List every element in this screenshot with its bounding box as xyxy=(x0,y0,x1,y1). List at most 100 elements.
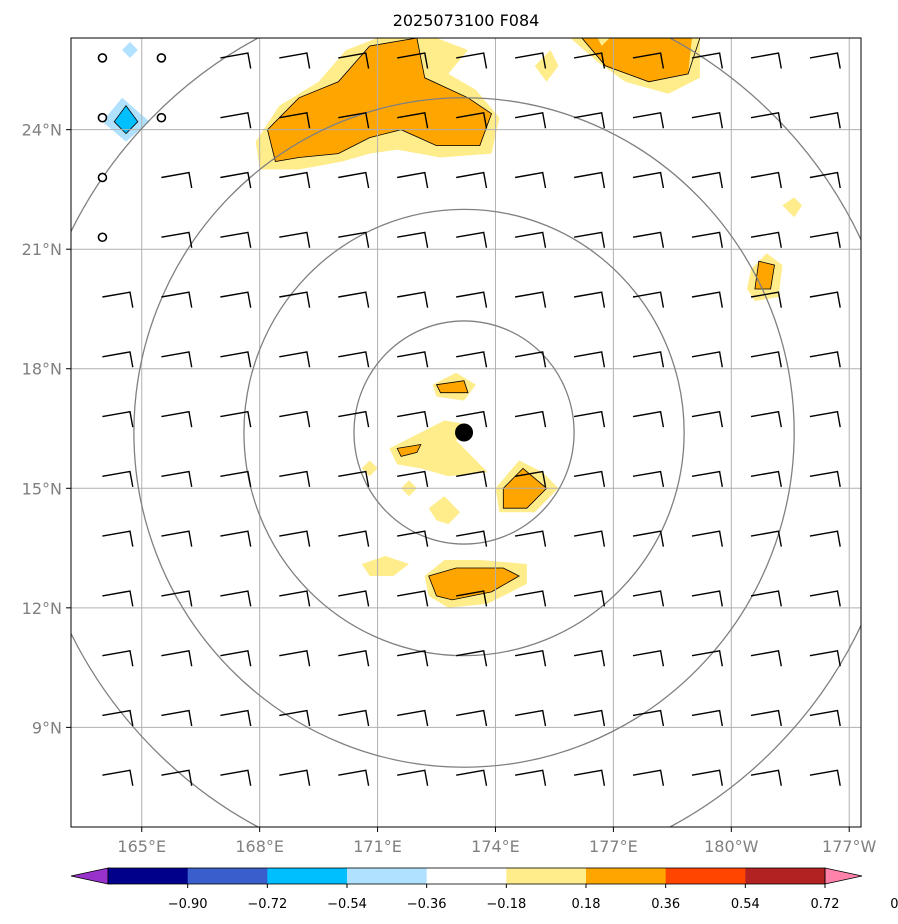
colorbar-bin-0 xyxy=(108,868,189,884)
wind-barb-113 xyxy=(632,649,665,667)
wind-barb-130 xyxy=(691,410,723,428)
wind-barb-126 xyxy=(691,649,723,667)
wind-barb-134 xyxy=(691,171,723,189)
calm-marker-0 xyxy=(97,53,108,63)
colorbar-tick-label-0: −0.90 xyxy=(168,897,208,912)
wind-barb-75 xyxy=(456,590,488,607)
wind-barb-97 xyxy=(514,52,547,69)
wind-barb-125 xyxy=(691,709,723,727)
contour-6 xyxy=(396,443,422,457)
wind-barb-10 xyxy=(161,709,193,727)
wind-barb-63 xyxy=(397,530,429,547)
colorbar-tick-label-5: 0.18 xyxy=(572,897,601,912)
y-axis-ticks: 9°N 12°N 15°N 18°N 21°N 24°N xyxy=(22,121,71,737)
wind-barb-65 xyxy=(397,410,429,428)
wind-barb-38 xyxy=(279,470,311,488)
wind-barb-20 xyxy=(220,769,252,786)
colorbar-bin-2 xyxy=(267,868,348,884)
x-axis-ticks: 165°E 168°E 171°E 174°E 177°E 180°W 177°W xyxy=(117,827,877,856)
wind-barb-46 xyxy=(338,769,370,786)
colorbar: −0.90 −0.72 −0.54 −0.36 −0.18 0.18 0.36 0.54 0.7… xyxy=(70,867,898,912)
wind-barb-29 xyxy=(220,231,252,248)
wind-barb-73 xyxy=(456,709,488,727)
wind-barb-3 xyxy=(102,590,134,607)
wind-barb-145 xyxy=(750,291,782,308)
shaded-region-1 xyxy=(267,38,492,162)
wind-barb-32 xyxy=(220,52,252,69)
shaded-region-3 xyxy=(581,38,692,82)
wind-barb-151 xyxy=(809,709,841,727)
wind-barb-157 xyxy=(809,351,841,368)
calm-marker-4 xyxy=(97,172,108,183)
colorbar-tick-label-7: 0.54 xyxy=(731,897,760,912)
shaded-region-4 xyxy=(597,38,610,46)
storm-center-marker xyxy=(455,423,474,442)
wind-barbs xyxy=(102,52,841,786)
calm-marker-5 xyxy=(97,232,108,243)
contour-5 xyxy=(428,567,520,601)
wind-barb-162 xyxy=(809,52,841,69)
wind-barb-34 xyxy=(279,709,311,727)
wind-barb-36 xyxy=(279,590,311,607)
wind-barb-124 xyxy=(691,769,723,786)
wind-barb-122 xyxy=(632,111,665,129)
colorbar-bin-4 xyxy=(426,868,507,884)
wind-barb-13 xyxy=(161,530,193,547)
calm-markers xyxy=(97,53,167,243)
wind-barb-118 xyxy=(632,351,665,368)
wind-barb-114 xyxy=(632,590,665,607)
wind-barb-53 xyxy=(338,351,370,368)
contour-7 xyxy=(435,380,469,394)
wind-barb-40 xyxy=(279,351,311,368)
wind-barb-96 xyxy=(514,111,547,129)
wind-barb-141 xyxy=(750,530,782,547)
wind-barb-86 xyxy=(514,709,547,727)
wind-barb-44 xyxy=(279,111,311,129)
wind-barb-87 xyxy=(514,649,547,667)
wind-barb-45 xyxy=(279,52,311,69)
colorbar-tick-label-3: −0.36 xyxy=(407,897,447,912)
wind-barb-92 xyxy=(514,351,547,368)
wind-barb-11 xyxy=(161,649,193,667)
wind-barb-137 xyxy=(750,769,782,786)
colorbar-extend-low xyxy=(70,867,109,885)
wind-barb-31 xyxy=(220,111,252,129)
wind-barb-24 xyxy=(220,530,252,547)
wind-barb-144 xyxy=(750,351,782,368)
wind-barb-68 xyxy=(397,231,429,248)
wind-barb-129 xyxy=(691,470,723,488)
wind-barb-23 xyxy=(220,590,252,607)
wind-barb-98 xyxy=(573,769,606,786)
wind-barb-52 xyxy=(338,410,370,428)
wind-barb-82 xyxy=(456,171,488,189)
colorbar-frame xyxy=(107,867,826,885)
wind-barb-121 xyxy=(632,171,665,189)
wind-barb-21 xyxy=(220,709,252,727)
y-tick-label-4: 21°N xyxy=(22,240,62,259)
wind-barb-33 xyxy=(279,769,311,786)
wind-barb-64 xyxy=(397,470,429,488)
wind-barb-49 xyxy=(338,590,370,607)
wind-barb-123 xyxy=(632,52,665,69)
colorbar-bin-1 xyxy=(187,868,268,884)
range-rings xyxy=(71,38,861,827)
colorbar-tick-label-6: 0.36 xyxy=(651,897,680,912)
wind-barb-48 xyxy=(338,649,370,667)
x-tick-label-3: 174°E xyxy=(471,837,520,856)
x-tick-label-4: 177°E xyxy=(589,837,638,856)
y-tick-label-2: 15°N xyxy=(22,479,62,498)
colorbar-tick-label-9: 0.90 xyxy=(890,897,898,912)
wind-barb-84 xyxy=(456,52,488,69)
wind-barb-7 xyxy=(102,351,134,368)
calm-marker-1 xyxy=(156,53,167,63)
wind-barb-142 xyxy=(750,470,782,488)
wind-barb-50 xyxy=(338,530,370,547)
wind-barb-140 xyxy=(750,590,782,607)
wind-barb-91 xyxy=(514,410,547,428)
x-tick-label-0: 165°E xyxy=(117,837,166,856)
wind-barb-107 xyxy=(573,231,606,248)
wind-barb-88 xyxy=(514,590,547,607)
wind-barb-35 xyxy=(279,649,311,667)
shaded-region-5 xyxy=(534,50,559,82)
